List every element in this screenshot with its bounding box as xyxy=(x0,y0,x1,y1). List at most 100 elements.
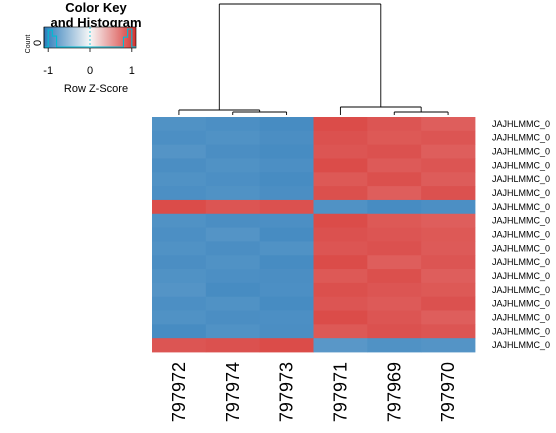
heatmap-cell xyxy=(259,296,314,311)
color-key-x-ticks: -1 0 1 xyxy=(43,27,135,77)
column-label: 797969 xyxy=(384,362,404,422)
heatmap-cell xyxy=(205,296,261,311)
row-label: JAJHLMMC_0 xyxy=(492,216,550,226)
heatmap-cell xyxy=(313,213,368,228)
column-label: 797972 xyxy=(169,362,189,422)
row-label: JAJHLMMC_0 xyxy=(492,285,550,295)
heatmap-cell xyxy=(421,255,476,270)
heatmap-cell xyxy=(421,199,476,215)
column-label: 797970 xyxy=(438,362,458,422)
heatmap-cell xyxy=(421,117,476,132)
row-label: JAJHLMMC_0 xyxy=(492,243,550,253)
heatmap-cell xyxy=(205,255,261,270)
heatmap-cell xyxy=(259,213,314,228)
heatmap-cell xyxy=(205,186,261,201)
heatmap-cell xyxy=(421,144,476,159)
heatmap-cell xyxy=(259,310,314,325)
heatmap-cell xyxy=(259,130,314,146)
color-key-title-line2: and Histogram xyxy=(50,15,141,30)
heatmap-cell xyxy=(205,213,261,228)
heatmap-cell xyxy=(152,296,207,311)
column-label: 797971 xyxy=(330,362,350,422)
heatmap-cell xyxy=(421,172,476,187)
column-label: 797974 xyxy=(223,362,243,422)
heatmap-cell xyxy=(421,241,476,256)
heatmap-cell xyxy=(313,269,368,284)
heatmap-cell xyxy=(367,269,422,284)
heatmap-cell xyxy=(313,130,368,146)
heatmap-cell xyxy=(367,324,422,339)
heatmap-cell xyxy=(421,269,476,284)
heatmap-cell xyxy=(205,158,261,173)
heatmap-cell xyxy=(152,158,207,173)
heatmap-cell xyxy=(259,199,314,215)
column-dendrogram xyxy=(178,3,449,115)
heatmap-cell xyxy=(259,172,314,187)
color-key-x-label: Row Z-Score xyxy=(64,83,128,95)
heatmap-cell xyxy=(259,158,314,173)
heatmap-cell xyxy=(259,338,314,353)
heatmap-cell xyxy=(421,282,476,298)
heatmap-cell xyxy=(259,324,314,339)
row-label: JAJHLMMC_0 xyxy=(492,312,550,322)
heatmap-cell xyxy=(313,324,368,339)
heatmap-cell xyxy=(313,117,368,132)
color-key-histogram xyxy=(44,27,136,48)
row-label: JAJHLMMC_0 xyxy=(492,299,550,309)
heatmap-cell xyxy=(367,255,422,270)
heatmap-cell xyxy=(152,255,207,270)
heatmap-cell xyxy=(259,227,314,242)
row-label: JAJHLMMC_0 xyxy=(492,188,550,198)
row-label: JAJHLMMC_0 xyxy=(492,174,550,184)
heatmap-cell xyxy=(152,241,207,256)
heatmap-cell xyxy=(205,130,261,146)
heatmap-cell xyxy=(367,241,422,256)
heatmap-cell xyxy=(367,282,422,298)
column-labels: 797972 797974 797973 797971 797969 797970 xyxy=(169,362,458,422)
row-label: JAJHLMMC_0 xyxy=(492,160,550,170)
heatmap-cell xyxy=(313,172,368,187)
heatmap-cell xyxy=(367,199,422,215)
heatmap-cell xyxy=(313,338,368,353)
heatmap-cell xyxy=(367,117,422,132)
row-label: JAJHLMMC_0 xyxy=(492,230,550,240)
heatmap-cell xyxy=(367,186,422,201)
heatmap-cell xyxy=(152,130,207,146)
heatmap-cell xyxy=(313,241,368,256)
heatmap-cell xyxy=(313,199,368,215)
heatmap-cell xyxy=(205,324,261,339)
row-labels: JAJHLMMC_0 JAJHLMMC_0 JAJHLMMC_0 JAJHLMMC_0… xyxy=(492,119,550,350)
heatmap-cell xyxy=(313,186,368,201)
heatmap-cell xyxy=(205,269,261,284)
heatmap-cell xyxy=(152,310,207,325)
heatmap-cell xyxy=(421,227,476,242)
heatmap-cell xyxy=(152,269,207,284)
heatmap-cell xyxy=(313,227,368,242)
heatmap-cell xyxy=(313,255,368,270)
color-key-y-tick: 0 xyxy=(32,40,44,46)
heatmap-cell xyxy=(367,158,422,173)
row-label: JAJHLMMC_0 xyxy=(492,147,550,157)
heatmap-cell xyxy=(259,269,314,284)
row-label: JAJHLMMC_0 xyxy=(492,202,550,212)
heatmap-cell xyxy=(152,227,207,242)
color-key: Color Key and Histogram Count 0 -1 0 1 Row… xyxy=(25,0,142,95)
heatmap-cell xyxy=(205,338,261,353)
heatmap-cell xyxy=(259,282,314,298)
heatmap-cell xyxy=(205,227,261,242)
heatmap-cell xyxy=(421,324,476,339)
heatmap-cell xyxy=(313,158,368,173)
heatmap-cell xyxy=(313,144,368,159)
heatmap-cell xyxy=(421,186,476,201)
row-label: JAJHLMMC_0 xyxy=(492,340,550,350)
heatmap-cell xyxy=(367,172,422,187)
row-label: JAJHLMMC_0 xyxy=(492,326,550,336)
heatmap-cell xyxy=(313,310,368,325)
heatmap-cell xyxy=(205,117,261,132)
color-key-tick-label: 1 xyxy=(129,65,135,77)
row-label: JAJHLMMC_0 xyxy=(492,257,550,267)
heatmap-cell xyxy=(421,158,476,173)
row-label: JAJHLMMC_0 xyxy=(492,133,550,143)
heatmap-cell xyxy=(205,282,261,298)
